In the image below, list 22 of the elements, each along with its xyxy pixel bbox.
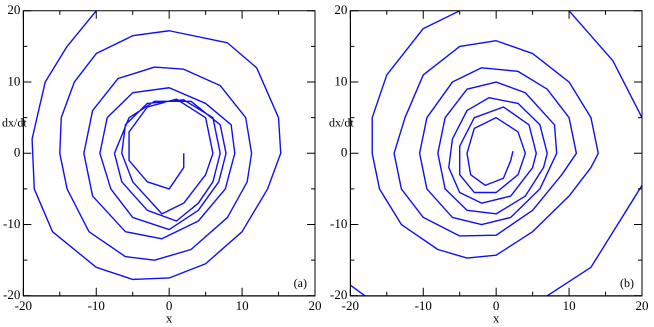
x-tick-label: 20	[308, 298, 322, 314]
x-tick-label: 10	[236, 298, 249, 314]
x-tick-label: 20	[636, 298, 648, 314]
x-tick-label: 0	[166, 298, 172, 314]
y-tick-label: -10	[2, 216, 20, 231]
y-tick-label: 0	[340, 144, 348, 160]
y-tick-label: 10	[7, 73, 20, 88]
x-tick-label: 0	[492, 298, 500, 314]
x-tick-label: -10	[414, 298, 432, 314]
x-axis-title: x	[166, 310, 173, 326]
y-tick-label: -20	[330, 287, 348, 302]
y-tick-label: 20	[334, 2, 348, 18]
y-tick-label: 10	[334, 73, 348, 88]
y-tick-label: 20	[7, 2, 20, 18]
y-tick-label: -10	[330, 216, 348, 231]
y-tick-label: -20	[2, 287, 20, 302]
y-tick-label: 0	[14, 144, 20, 160]
annotation: (b)	[620, 276, 634, 290]
annotation: (a)	[294, 276, 307, 290]
x-tick-label: -10	[88, 298, 105, 314]
x-tick-label: 10	[562, 298, 576, 314]
x-axis-title: x	[492, 310, 500, 326]
